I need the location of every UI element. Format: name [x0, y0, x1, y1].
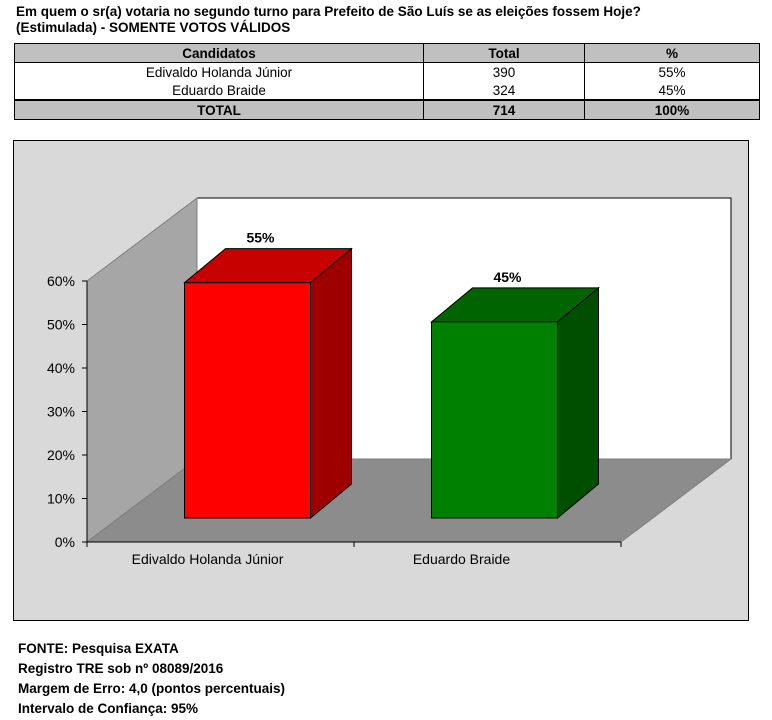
row-candidate: Edivaldo Holanda Júnior [14, 62, 424, 81]
data-label: 45% [493, 269, 522, 285]
data-label: 55% [246, 230, 275, 246]
header-percent: % [584, 43, 760, 63]
total-label: TOTAL [14, 99, 424, 120]
row-percent: 45% [584, 81, 760, 100]
header-total: Total [423, 43, 585, 63]
question-title: Em quem o sr(a) votaria no segundo turno… [16, 4, 766, 36]
row-total: 390 [423, 62, 585, 81]
total-count: 714 [423, 99, 585, 120]
results-table: Candidatos Total % Edivaldo Holanda Júni… [14, 43, 760, 120]
y-tick-label: 20% [47, 447, 75, 463]
y-tick-label: 40% [47, 360, 75, 376]
x-category-label: Edivaldo Holanda Júnior [132, 551, 284, 567]
bar-side [310, 247, 352, 520]
footer-notes: FONTE: Pesquisa EXATA Registro TRE sob n… [18, 639, 285, 719]
header-candidatos: Candidatos [14, 43, 424, 63]
y-tick-label: 60% [47, 273, 75, 289]
total-percent: 100% [584, 99, 760, 120]
row-total: 324 [423, 81, 585, 100]
bar-chart-3d: 0% 10% 20% 30% 40% 50% 60% 55% Edivaldo Holanda … [47, 196, 733, 567]
table-row: Eduardo Braide 324 45% [14, 81, 760, 100]
footer-intervalo: Intervalo de Confiança: 95% [18, 701, 199, 716]
footer-fonte: FONTE: Pesquisa EXATA [18, 641, 179, 656]
chart-floor [85, 458, 733, 543]
y-tick-label: 0% [55, 534, 75, 550]
x-category-label: Eduardo Braide [413, 551, 511, 567]
y-tick-label: 30% [47, 404, 75, 420]
table-total-row: TOTAL 714 100% [14, 99, 760, 120]
question-line-1: Em quem o sr(a) votaria no segundo turno… [16, 4, 641, 19]
row-candidate: Eduardo Braide [14, 81, 424, 100]
bar [431, 321, 558, 519]
y-tick-label: 10% [47, 491, 75, 507]
footer-margem: Margem de Erro: 4,0 (pontos percentuais) [18, 681, 286, 696]
question-line-2: (Estimulada) - SOMENTE VOTOS VÁLIDOS [16, 20, 291, 35]
row-percent: 55% [584, 62, 760, 81]
table-row: Edivaldo Holanda Júnior 390 55% [14, 62, 760, 81]
table-header-row: Candidatos Total % [14, 43, 760, 63]
footer-registro: Registro TRE sob nº 08089/2016 [18, 661, 224, 676]
y-tick-label: 50% [47, 317, 75, 333]
bar [184, 282, 311, 519]
chart-frame: 0% 10% 20% 30% 40% 50% 60% 55% Edivaldo Holanda … [13, 140, 749, 621]
bar-side [557, 286, 599, 520]
